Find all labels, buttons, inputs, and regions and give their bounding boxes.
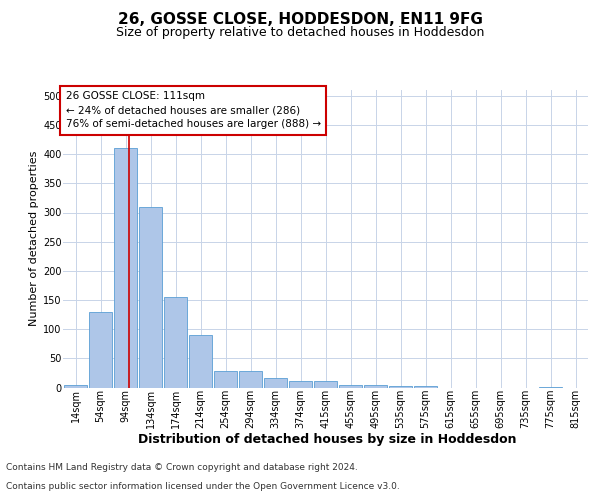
Bar [414,386,437,388]
Text: Size of property relative to detached houses in Hoddesdon: Size of property relative to detached ho… [116,26,484,39]
Bar [214,371,237,388]
Y-axis label: Number of detached properties: Number of detached properties [29,151,39,326]
Bar [139,206,162,388]
Bar [289,380,312,388]
Bar [314,380,337,388]
Text: 26, GOSSE CLOSE, HODDESDON, EN11 9FG: 26, GOSSE CLOSE, HODDESDON, EN11 9FG [118,12,482,28]
Bar [64,384,87,388]
Bar [364,384,387,388]
Text: Distribution of detached houses by size in Hoddesdon: Distribution of detached houses by size … [138,432,516,446]
Bar [339,384,362,388]
Bar [539,387,562,388]
Text: Contains public sector information licensed under the Open Government Licence v3: Contains public sector information licen… [6,482,400,491]
Bar [239,371,262,388]
Bar [264,378,287,388]
Bar [389,386,412,388]
Bar [164,297,187,388]
Bar [89,312,112,388]
Bar [114,148,137,388]
Text: 26 GOSSE CLOSE: 111sqm
← 24% of detached houses are smaller (286)
76% of semi-de: 26 GOSSE CLOSE: 111sqm ← 24% of detached… [65,92,321,130]
Bar [189,335,212,388]
Text: Contains HM Land Registry data © Crown copyright and database right 2024.: Contains HM Land Registry data © Crown c… [6,464,358,472]
